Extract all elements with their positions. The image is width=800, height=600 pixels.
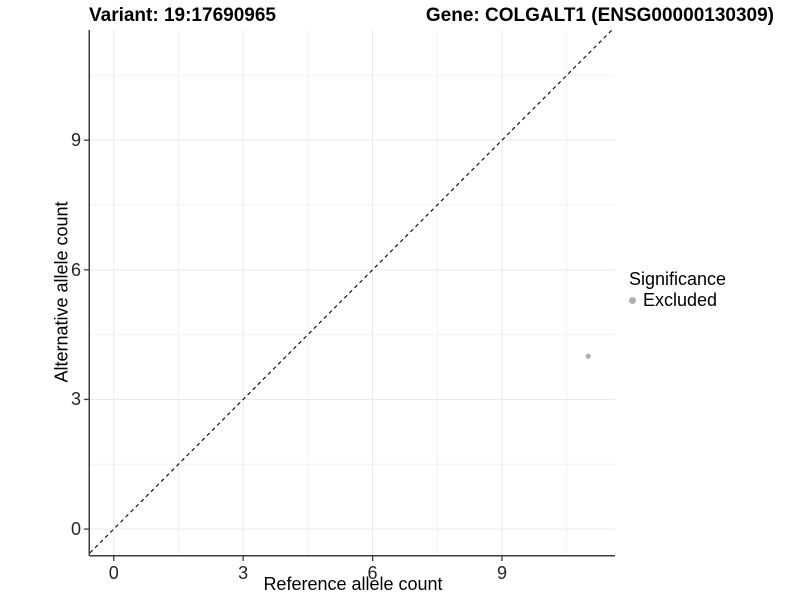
x-tick-label: 0 [108, 563, 119, 583]
legend: Significance Excluded [629, 269, 726, 310]
y-tick-label: 9 [70, 130, 81, 151]
y-tick-label: 0 [70, 519, 81, 540]
y-axis-title: Alternative allele count [51, 201, 72, 383]
legend-point-icon [629, 296, 636, 304]
legend-item-excluded: Excluded [629, 290, 726, 310]
y-tick-label: 6 [70, 259, 81, 280]
legend-item-label: Excluded [643, 290, 718, 310]
y-tick-label: 3 [70, 389, 81, 410]
plot-canvas [84, 29, 615, 561]
x-tick-label: 6 [367, 563, 378, 583]
x-axis-title: Reference allele count [263, 574, 443, 594]
gene-title: Gene: COLGALT1 (ENSG00000130309) [425, 5, 774, 26]
legend-title: Significance [629, 269, 727, 289]
x-tick-label: 3 [238, 563, 249, 583]
data-point [585, 353, 591, 359]
identity-line [89, 29, 613, 554]
x-tick-label: 9 [496, 563, 507, 583]
plot-panel [84, 29, 615, 561]
variant-title: Variant: 19:17690965 [89, 5, 276, 26]
